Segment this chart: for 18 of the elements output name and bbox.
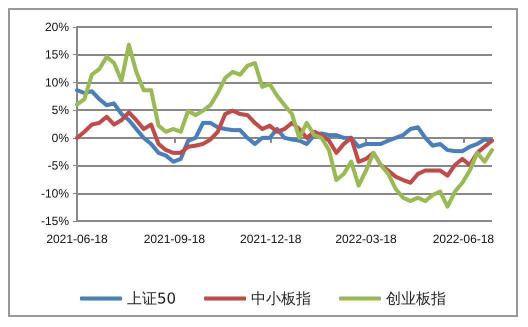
x-tick-label: 2021-06-18 <box>46 232 108 246</box>
legend-label: 上证50 <box>126 290 176 308</box>
y-tick-label: -15% <box>40 214 70 228</box>
legend-label: 中小板指 <box>251 290 312 308</box>
y-tick-label: 20% <box>44 20 70 34</box>
x-tick-label: 2021-09-18 <box>144 232 206 246</box>
y-tick-label: 15% <box>44 48 70 62</box>
y-tick-label: -10% <box>40 186 70 200</box>
x-tick-label: 2022-06-18 <box>432 232 494 246</box>
line-series <box>75 88 494 164</box>
legend-label: 创业板指 <box>386 290 446 308</box>
y-tick-label: 0% <box>52 130 70 145</box>
x-tick-label: 2022-03-18 <box>335 232 398 246</box>
y-tick-label: 5% <box>52 103 70 118</box>
y-tick-label: -5% <box>48 158 70 173</box>
y-tick-label: 10% <box>44 75 70 90</box>
x-tick-label: 2021-12-18 <box>240 232 302 246</box>
line-series <box>75 42 494 209</box>
